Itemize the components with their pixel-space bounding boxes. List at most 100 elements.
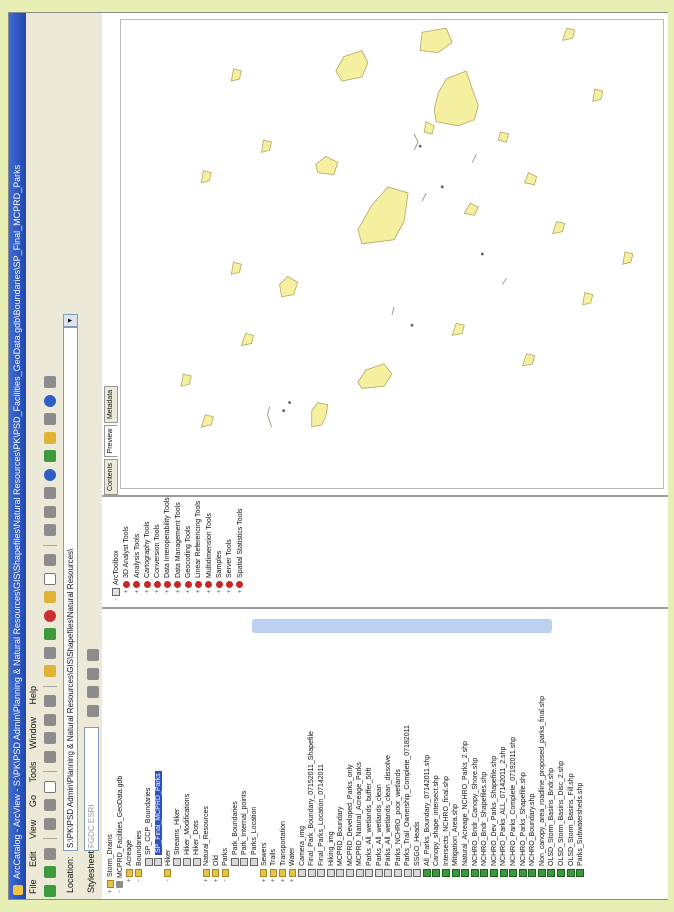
menu-view[interactable]: View — [28, 819, 38, 839]
tree-item[interactable]: NCHRO_Boundary.shp — [528, 613, 538, 895]
settings-icon[interactable] — [44, 376, 56, 389]
thumbnails-icon[interactable] — [44, 695, 56, 708]
collapse-icon[interactable]: - — [164, 879, 172, 882]
model-builder-icon[interactable] — [44, 572, 56, 585]
tree-item[interactable]: + Natural_Resources — [202, 613, 212, 895]
import-metadata-icon[interactable] — [87, 667, 99, 680]
large-icons-icon[interactable] — [44, 750, 56, 763]
full-extent-icon[interactable] — [44, 468, 56, 481]
tree-item[interactable]: Parks_Subwatersheds.shp — [576, 613, 586, 895]
collapse-icon[interactable]: - — [135, 879, 143, 882]
expand-icon[interactable]: + — [212, 878, 220, 883]
toolbox-item[interactable]: + Analysis Tools — [133, 497, 143, 603]
toolbox-item[interactable]: + Linear Referencing Tools — [194, 497, 204, 603]
expand-icon[interactable]: + — [226, 589, 234, 594]
tree-item[interactable]: + Sewers — [260, 613, 270, 895]
properties-icon[interactable] — [87, 686, 99, 699]
toolbox-item[interactable]: + Data Interoperability Tools — [163, 497, 173, 603]
tree-item[interactable]: + Trails — [269, 613, 279, 895]
tab-metadata[interactable]: Metadata — [104, 385, 118, 424]
menu-file[interactable]: File — [28, 879, 38, 894]
tree-item[interactable]: - MCPRD_Facilities_GeoData.gdb — [116, 613, 126, 895]
tab-preview[interactable]: Preview — [104, 424, 118, 458]
tree-item[interactable]: Streams_Hiker — [173, 613, 183, 895]
toolbox-item[interactable]: + Geocoding Tools — [184, 497, 194, 603]
expand-icon[interactable]: + — [195, 589, 203, 594]
tree-item[interactable]: MCPRD_Developed_Parks_only — [346, 613, 356, 895]
tree-item[interactable]: Non_canopy_area_roadline_proposed_parks_… — [537, 613, 548, 895]
list-icon[interactable] — [44, 732, 56, 745]
toolbox-item[interactable]: + Cartography Tools — [143, 497, 153, 603]
expand-icon[interactable]: + — [289, 878, 297, 883]
tree-item[interactable]: NCHRO_Bndr_Canopy_Shore.shp — [470, 613, 481, 895]
toolbox-item[interactable]: + Multidimension Tools — [205, 497, 215, 603]
toolbox-item[interactable]: + Data Management Tools — [174, 497, 184, 603]
paste-icon[interactable] — [44, 799, 56, 812]
pan-icon[interactable] — [44, 487, 56, 500]
arctoolbox-icon[interactable] — [44, 609, 56, 622]
toolbox-item[interactable]: + Conversion Tools — [153, 497, 163, 603]
toolbox-item[interactable]: + Server Tools — [225, 497, 235, 603]
expand-icon[interactable]: + — [154, 589, 162, 594]
tree-item[interactable]: Park_Internal_points — [240, 613, 250, 895]
menu-tools[interactable]: Tools — [28, 761, 38, 783]
info-icon[interactable] — [44, 394, 56, 407]
collapse-icon[interactable]: - — [222, 879, 230, 882]
catalog-tree-icon[interactable] — [44, 646, 56, 659]
tree-item[interactable]: OLSD_Storm_Basins_Fill.shp — [566, 613, 577, 895]
tree-item[interactable]: MCPRD_Natural_Acreage_Parks — [355, 613, 365, 895]
collapse-icon[interactable]: - — [113, 598, 120, 601]
tree-item[interactable]: OLSD_Storm_Basins_Disc_2.shp — [557, 613, 567, 895]
expand-icon[interactable]: + — [164, 589, 172, 594]
menu-help[interactable]: Help — [28, 685, 38, 705]
tree-item[interactable]: Final_Park_Boundary_07152011_Shapefile — [307, 613, 317, 895]
chevron-down-icon[interactable]: ▼ — [63, 314, 78, 327]
expand-icon[interactable]: + — [236, 589, 244, 594]
launch-arcmap-icon[interactable] — [44, 665, 56, 678]
tree-item[interactable]: NCHRO_Parks_ALL_07142011_2.shp — [499, 613, 509, 895]
location-input[interactable]: S:\PK\PSD Admin\Planning & Natural Resou… — [63, 327, 78, 851]
tree-item[interactable]: + Storm_Drains — [106, 613, 116, 895]
tree-item[interactable]: Hiking_img — [326, 613, 337, 895]
connect-folder-icon[interactable] — [44, 866, 56, 879]
export-metadata-icon[interactable] — [87, 649, 99, 662]
tree-item[interactable]: Mitigation_Area.shp — [451, 613, 461, 895]
collapse-icon[interactable]: - — [116, 890, 124, 893]
tree-item[interactable]: Camera_img — [298, 613, 308, 895]
expand-icon[interactable]: + — [107, 889, 114, 894]
identify-icon[interactable] — [44, 431, 56, 444]
tree-item[interactable]: Parks_All_wetlands_buffer_50ft — [365, 613, 375, 895]
toolbox-root[interactable]: - ArcToolbox — [112, 497, 122, 603]
zoom-in-icon[interactable] — [44, 524, 56, 537]
tree-item[interactable]: Natural_Acreage_NCHRO_Parks_2.shp — [461, 613, 471, 895]
details-icon[interactable] — [44, 713, 56, 726]
tree-item[interactable]: + Transportation — [279, 613, 289, 895]
globe-icon[interactable] — [44, 450, 56, 463]
expand-icon[interactable]: + — [133, 589, 141, 594]
tree-item[interactable]: Parks_All_wetlands_clean_dissolve — [384, 613, 394, 895]
toolbox-item[interactable]: + Samples — [215, 497, 225, 603]
stylesheet-select[interactable]: FGDC ESRI — [84, 727, 99, 851]
tree-item[interactable]: Parks_Trail_Ownership_Complete_07182011 — [403, 613, 413, 895]
expand-icon[interactable]: + — [174, 589, 182, 594]
tree-item[interactable]: + Acreage — [125, 613, 135, 895]
tree-item[interactable]: SP_Final_MCPRD_Parks — [154, 613, 164, 895]
search-icon[interactable] — [44, 628, 56, 641]
create-thumbnail-icon[interactable] — [44, 413, 56, 426]
tree-item[interactable]: Park_Boundaries — [230, 613, 241, 895]
tree-item[interactable]: SP_CCP_Boundaries — [144, 613, 154, 895]
toolbox-item[interactable]: +3D Analyst Tools — [122, 497, 132, 603]
tree-item[interactable]: NCHRO_Dev_Parks_Shapefile.shp — [489, 613, 500, 895]
tree-item[interactable]: Parks_Location — [250, 613, 260, 895]
whats-this-icon[interactable] — [44, 554, 56, 567]
expand-icon[interactable]: + — [205, 589, 213, 594]
command-line-icon[interactable] — [44, 591, 56, 604]
tree-item[interactable]: Hiker_Modifications — [182, 613, 193, 895]
tree-item[interactable]: Canopy_shape_intersect.shp — [432, 613, 442, 895]
edit-metadata-icon[interactable] — [87, 705, 99, 717]
tree-item[interactable]: + Water — [288, 613, 298, 895]
tree-item[interactable]: - Hiker — [164, 613, 174, 895]
expand-icon[interactable]: + — [123, 589, 131, 594]
tree-item[interactable]: All_Parks_Boundary_07142011.shp — [422, 613, 433, 895]
tree-item[interactable]: NCHRO_Parks_Shapefile.shp — [518, 613, 529, 895]
